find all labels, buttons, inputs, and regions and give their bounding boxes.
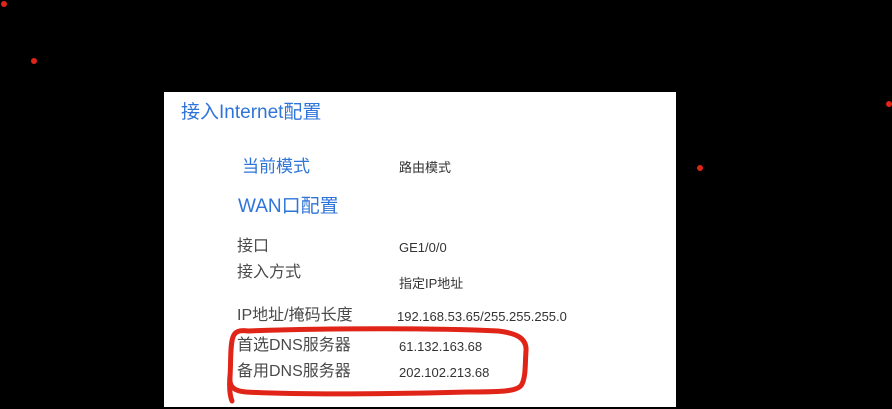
interface-value: GE1/0/0	[399, 240, 447, 255]
primary-dns-label: 首选DNS服务器	[237, 337, 351, 354]
red-dot-top-left	[1, 1, 7, 7]
red-dot-mid-right	[697, 165, 703, 171]
backup-dns-label: 备用DNS服务器	[237, 363, 351, 380]
primary-dns-value: 61.132.163.68	[399, 339, 483, 354]
interface-label: 接口	[237, 238, 270, 255]
ip-mask-value: 192.168.53.65/255.255.255.0	[397, 309, 567, 324]
current-mode-value: 路由模式	[399, 160, 452, 175]
red-dot-right-edge	[886, 101, 892, 107]
internet-config-panel: 接入Internet配置 当前模式 路由模式 WAN口配置 接口 GE1/0/0…	[164, 92, 676, 407]
access-method-value: 指定IP地址	[399, 276, 464, 291]
red-dot-upper-left	[31, 58, 37, 64]
wan-section-heading: WAN口配置	[238, 196, 339, 217]
page-title: 接入Internet配置	[181, 102, 322, 123]
ip-mask-label: IP地址/掩码长度	[237, 307, 353, 324]
backup-dns-value: 202.102.213.68	[399, 365, 490, 380]
current-mode-label: 当前模式	[242, 157, 310, 176]
access-method-label: 接入方式	[237, 264, 302, 281]
